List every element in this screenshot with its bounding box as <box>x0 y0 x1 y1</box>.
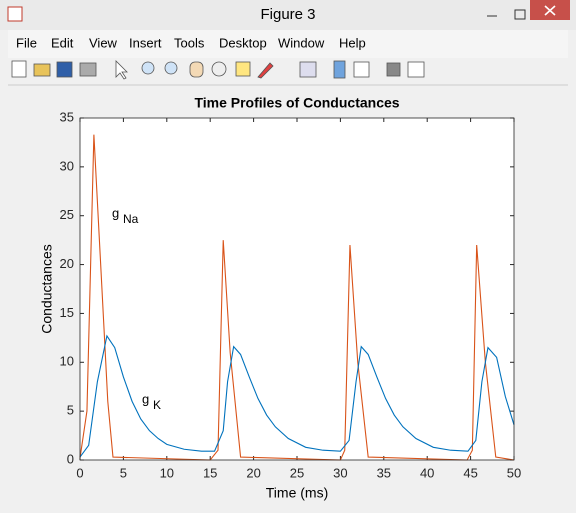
edit-plot-button[interactable] <box>115 60 128 80</box>
y-tick-label: 5 <box>67 403 74 418</box>
close-icon <box>544 5 556 16</box>
y-tick-label: 30 <box>60 158 74 173</box>
x-tick-label: 25 <box>290 465 304 480</box>
print-button[interactable] <box>79 62 97 77</box>
menu-item[interactable]: Desktop <box>219 35 267 50</box>
maximize-icon <box>514 9 526 20</box>
y-tick-label: 0 <box>67 451 74 466</box>
zoom-out-button[interactable] <box>164 61 178 75</box>
x-tick-label: 5 <box>120 465 127 480</box>
pan-button[interactable] <box>189 61 204 78</box>
y-axis-label: Conductances <box>39 244 55 334</box>
app-icon <box>7 6 23 22</box>
toolbar <box>11 60 425 80</box>
x-tick-label: 10 <box>160 465 174 480</box>
annotation-subscript: K <box>153 398 161 412</box>
series-line <box>79 334 515 458</box>
hide-tools-button[interactable] <box>386 62 401 77</box>
menu-item[interactable]: Insert <box>129 35 162 50</box>
y-tick-label: 15 <box>60 305 74 320</box>
colorbar-button[interactable] <box>333 60 346 79</box>
menu-item[interactable]: Help <box>339 35 366 50</box>
open-button[interactable] <box>33 63 51 77</box>
menu: File Edit View Insert Tools Desktop Window Help <box>16 35 366 50</box>
y-tick-label: 10 <box>60 354 74 369</box>
x-tick-label: 35 <box>377 465 391 480</box>
menu-item[interactable]: View <box>89 35 118 50</box>
y-tick-label: 35 <box>60 109 74 124</box>
y-tick-label: 20 <box>60 256 74 271</box>
axes-background <box>80 118 514 460</box>
save-button[interactable] <box>56 61 73 78</box>
menu-item[interactable]: Window <box>278 35 325 50</box>
x-axis-label: Time (ms) <box>266 485 328 501</box>
title-bar <box>0 0 576 30</box>
x-tick-label: 20 <box>246 465 260 480</box>
annotation: g <box>112 205 119 220</box>
data-cursor-button[interactable] <box>235 61 251 77</box>
brush-button[interactable] <box>257 62 274 79</box>
menu-item[interactable]: Edit <box>51 35 74 50</box>
zoom-in-button[interactable] <box>141 61 155 75</box>
annotation-subscript: Na <box>123 212 139 226</box>
show-tools-button[interactable] <box>407 61 425 78</box>
window-title: Figure 3 <box>260 6 315 23</box>
menu-item[interactable]: Tools <box>174 35 205 50</box>
x-tick-label: 45 <box>463 465 477 480</box>
menu-item[interactable]: File <box>16 35 37 50</box>
new-figure-button[interactable] <box>11 60 27 78</box>
x-tick-label: 0 <box>76 465 83 480</box>
x-tick-label: 30 <box>333 465 347 480</box>
axes-box <box>79 117 515 461</box>
series-line <box>79 134 515 461</box>
chart-title: Time Profiles of Conductances <box>194 95 399 111</box>
x-tick-label: 15 <box>203 465 217 480</box>
y-tick-label: 25 <box>60 207 74 222</box>
x-tick-label: 40 <box>420 465 434 480</box>
x-tick-label: 50 <box>507 465 521 480</box>
link-button[interactable] <box>299 61 317 78</box>
annotation: g <box>142 391 149 406</box>
rotate-button[interactable] <box>211 61 227 77</box>
legend-button[interactable] <box>353 61 370 78</box>
menu-bar <box>8 30 568 58</box>
